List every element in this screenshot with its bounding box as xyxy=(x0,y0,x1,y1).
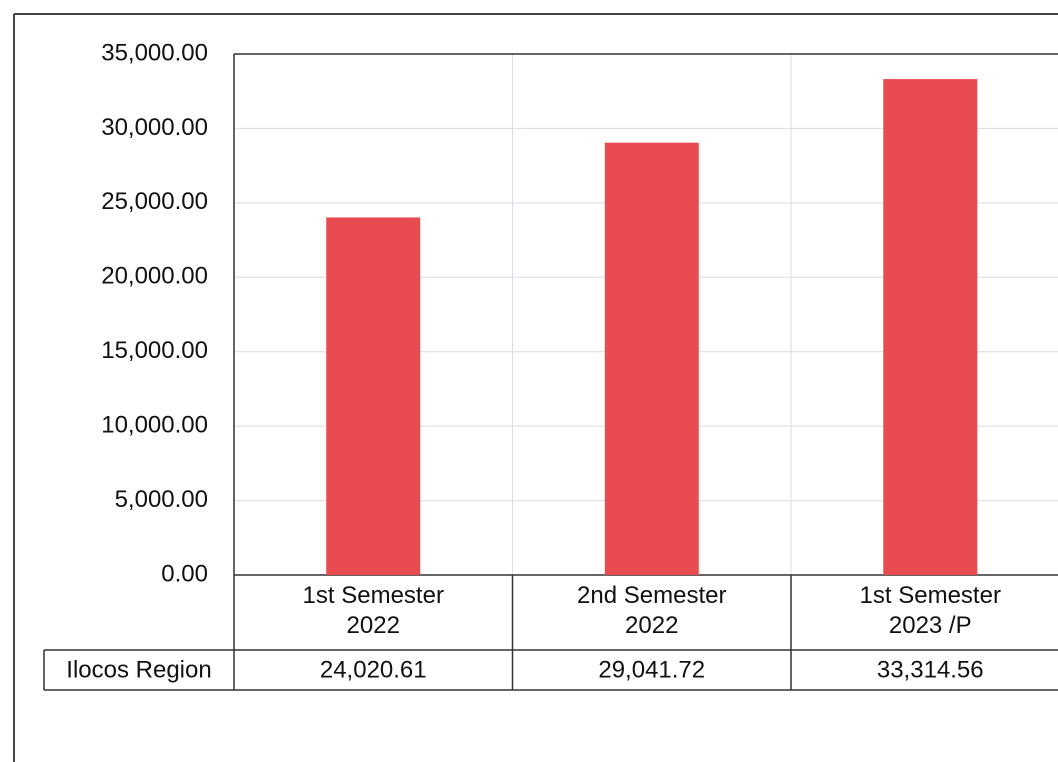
y-tick-label: 0.00 xyxy=(161,560,208,587)
x-tick-label: 1st Semester 2022 xyxy=(302,582,444,639)
y-tick-label: 5,000.00 xyxy=(115,486,208,513)
bar xyxy=(883,79,978,575)
data-table-value: 24,020.61 xyxy=(320,656,427,683)
data-table-value: 29,041.72 xyxy=(598,656,705,683)
bar xyxy=(326,217,421,575)
y-tick-label: 15,000.00 xyxy=(101,337,208,364)
bar xyxy=(604,142,699,576)
y-tick-label: 25,000.00 xyxy=(101,188,208,215)
x-tick-label: 1st Semester 2023 /P xyxy=(859,582,1001,639)
y-tick-label: 10,000.00 xyxy=(101,411,208,438)
data-table-value: 33,314.56 xyxy=(877,656,984,683)
y-tick-label: 30,000.00 xyxy=(101,114,208,141)
legend-label: Ilocos Region xyxy=(66,656,211,683)
y-tick-label: 20,000.00 xyxy=(101,263,208,290)
y-tick-label: 35,000.00 xyxy=(101,39,208,66)
x-tick-label: 2nd Semester 2022 xyxy=(577,582,727,639)
